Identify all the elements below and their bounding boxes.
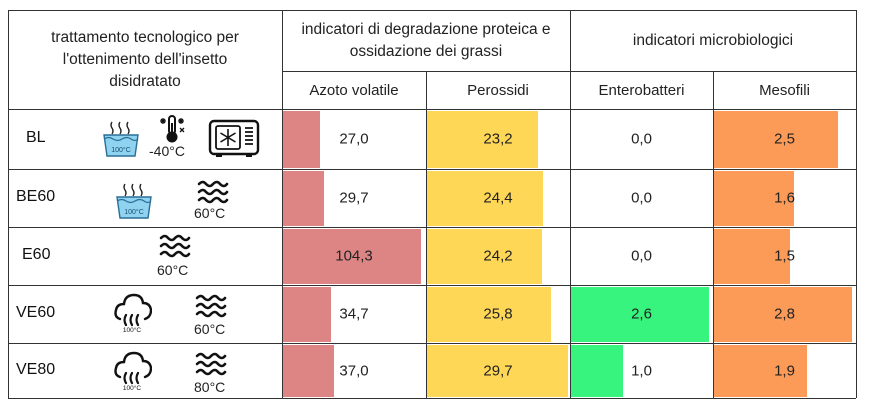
table-border-top: [8, 10, 856, 11]
data-bar: [714, 229, 791, 284]
svg-text:100°C: 100°C: [123, 384, 141, 391]
oven-heat-icon: [194, 351, 228, 382]
oven-heat-icon: [196, 179, 230, 210]
cell-value: 25,8: [483, 305, 513, 323]
temperature-label: 80°C: [194, 379, 226, 395]
data-bar: [427, 111, 538, 168]
column-divider: [713, 71, 714, 398]
header-divider: [282, 71, 856, 72]
column-divider: [282, 10, 283, 398]
row-divider: [8, 343, 856, 344]
data-bar: [427, 171, 544, 226]
cell-value: 24,2: [483, 247, 513, 265]
cell-value: 29,7: [339, 189, 369, 207]
header-treatment-text: trattamento tecnologico per l'otteniment…: [51, 28, 239, 90]
cell-value: 2,8: [774, 305, 795, 323]
header-group-degradation: indicatori di degradazione proteica e os…: [282, 10, 570, 71]
water-bath-icon: 100°C: [101, 119, 141, 162]
oven-heat-icon: [194, 293, 228, 324]
oven-heat-icon: [158, 233, 192, 264]
row-divider: [8, 398, 856, 399]
cell-value: 1,5: [774, 247, 795, 265]
cell-value: 2,5: [774, 130, 795, 148]
steam-icon: 100°C: [112, 349, 153, 396]
temperature-label: 60°C: [194, 321, 226, 337]
data-bar: [283, 287, 332, 342]
row-label: VE80: [16, 360, 56, 378]
data-bar: [427, 229, 543, 284]
cell-value: 34,7: [339, 305, 369, 323]
data-bar: [714, 171, 795, 226]
row-label: E60: [22, 246, 51, 263]
column-divider: [426, 71, 427, 398]
cell-value: 2,6: [631, 305, 652, 323]
column-header-azoto: Azoto volatile: [282, 71, 426, 109]
svg-text:100°C: 100°C: [123, 326, 141, 333]
header-group-degradation-text: indicatori di degradazione proteica e os…: [301, 20, 551, 60]
temperature-label: 60°C: [157, 262, 189, 278]
cell-value: 24,4: [483, 189, 513, 207]
cell-value: 37,0: [339, 362, 369, 379]
steam-icon: 100°C: [112, 291, 153, 338]
data-bar: [283, 345, 335, 397]
data-bar: [427, 345, 568, 397]
freeze-dryer-icon: [208, 119, 260, 164]
cell-value: 1,9: [774, 362, 795, 379]
cell-value: 0,0: [631, 189, 652, 207]
column-divider: [570, 10, 571, 398]
cell-value: 0,0: [631, 247, 652, 265]
column-header-mesofili-text: Mesofili: [759, 81, 810, 99]
thermometer-snowflake-icon: [156, 113, 188, 150]
temperature-label: -40°C: [149, 143, 185, 159]
data-bar: [714, 111, 839, 168]
row-label: BL: [26, 129, 46, 146]
cell-value: 23,2: [483, 130, 513, 148]
cell-value: 104,3: [335, 247, 373, 265]
row-label: VE60: [16, 304, 56, 321]
header-treatment: trattamento tecnologico per l'otteniment…: [8, 10, 282, 109]
data-bar: [283, 171, 325, 226]
cell-value: 0,0: [631, 130, 652, 148]
header-group-microbiological: indicatori microbiologici: [570, 10, 856, 71]
cell-value: 1,0: [631, 362, 652, 379]
row-divider: [8, 169, 856, 170]
column-header-perossidi-text: Perossidi: [467, 81, 529, 99]
column-header-enterobatteri: Enterobatteri: [570, 71, 713, 109]
row-divider: [8, 227, 856, 228]
column-header-mesofili: Mesofili: [713, 71, 856, 109]
results-table: trattamento tecnologico per l'otteniment…: [8, 10, 857, 399]
row-label: BE60: [16, 188, 56, 205]
row-divider: [8, 109, 856, 110]
data-bar: [283, 111, 320, 168]
data-bar: [283, 229, 421, 284]
svg-text:100°C: 100°C: [111, 146, 131, 154]
data-bar: [571, 345, 624, 397]
row-divider: [8, 285, 856, 286]
header-group-microbiological-text: indicatori microbiologici: [632, 31, 794, 49]
column-header-perossidi: Perossidi: [426, 71, 570, 109]
data-bar: [714, 345, 808, 397]
data-bar: [571, 287, 710, 342]
table-border-right: [856, 10, 857, 398]
water-bath-icon: 100°C: [114, 181, 154, 224]
column-header-azoto-text: Azoto volatile: [309, 81, 399, 99]
table-border-left: [8, 10, 9, 398]
column-header-enterobatteri-text: Enterobatteri: [598, 81, 685, 99]
svg-text:100°C: 100°C: [124, 208, 144, 216]
data-bar: [427, 287, 551, 342]
cell-value: 29,7: [483, 362, 513, 379]
cell-value: 27,0: [339, 130, 369, 148]
temperature-label: 60°C: [194, 205, 226, 221]
cell-value: 1,6: [774, 189, 795, 207]
data-bar: [714, 287, 853, 342]
